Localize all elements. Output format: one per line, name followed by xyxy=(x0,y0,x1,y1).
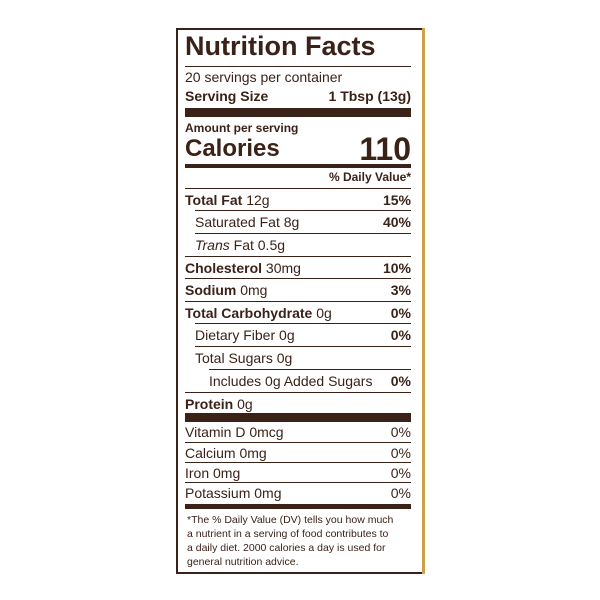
title: Nutrition Facts xyxy=(185,30,411,62)
nutrient-name: Saturated Fat xyxy=(195,214,280,230)
servings-row: 20 servings per container xyxy=(185,66,411,87)
serving-size-row: Serving Size 1 Tbsp (13g) xyxy=(185,86,411,106)
footnote-line: *The % Daily Value (DV) tells you how mu… xyxy=(187,514,394,526)
thick-rule xyxy=(185,108,411,117)
nutrient-name: Sodium xyxy=(185,282,237,298)
vitamin-dv: 0% xyxy=(390,485,411,501)
nutrient-amount: 0g xyxy=(316,305,332,321)
servings: 20 servings per container xyxy=(185,69,343,85)
vitamin-row: Vitamin D 0mcg 0% xyxy=(185,422,411,442)
nutrient-row: Total Fat 12g 15% xyxy=(185,188,411,211)
vitamin-name: Calcium xyxy=(185,445,236,461)
vitamin-row: Potassium 0mg 0% xyxy=(185,482,411,503)
nutrient-name: Total Sugars xyxy=(195,350,273,366)
nutrient-prefix: Trans xyxy=(195,237,230,253)
amount-row: Amount per serving xyxy=(185,120,411,136)
calories-row: Calories 110 xyxy=(185,131,411,167)
vitamin-name: Iron xyxy=(185,465,210,481)
nutrient-dv: 0% xyxy=(390,305,411,321)
vitamin-amount: 0mg xyxy=(213,465,241,481)
footnote-line: a nutrient in a serving of food contribu… xyxy=(187,528,389,540)
nutrient-name: Fat xyxy=(233,237,254,253)
nutrient-name: Includes 0g Added Sugars xyxy=(209,373,373,389)
vitamin-name: Potassium xyxy=(185,485,251,501)
nutrient-amount: 0g xyxy=(279,327,295,343)
nutrient-dv: 0% xyxy=(390,373,411,389)
nutrient-row: Trans Fat 0.5g xyxy=(195,233,411,256)
vitamin-dv: 0% xyxy=(390,465,411,481)
nutrient-amount: 0mg xyxy=(240,282,268,298)
nutrient-row: Saturated Fat 8g 40% xyxy=(195,210,411,233)
vitamin-row: Iron 0mg 0% xyxy=(185,462,411,483)
medium-rule xyxy=(185,164,411,168)
nutrient-name: Total Fat xyxy=(185,192,243,208)
nutrient-row: Dietary Fiber 0g 0% xyxy=(195,323,411,346)
nutrient-dv: 15% xyxy=(382,192,411,208)
nutrient-dv: 40% xyxy=(382,214,411,230)
nutrient-amount: 8g xyxy=(283,214,300,230)
nutrient-name: Total Carbohydrate xyxy=(185,305,313,321)
title-text: Nutrition Facts xyxy=(185,30,376,61)
nutrient-name: Protein xyxy=(185,396,234,412)
medium-rule xyxy=(185,504,411,509)
nutrient-amount: 30mg xyxy=(265,260,301,276)
nutrient-amount: 12g xyxy=(246,192,270,208)
serving-size-label: Serving Size xyxy=(185,88,269,104)
nutrient-dv: 3% xyxy=(390,282,411,298)
calories-label: Calories xyxy=(185,135,280,162)
nutrient-amount: 0g xyxy=(276,350,293,366)
vitamin-amount: 0mg xyxy=(254,485,282,501)
footnote-line: a daily diet. 2000 calories a day is use… xyxy=(187,542,386,554)
footnote-line: general nutrition advice. xyxy=(187,556,299,568)
nutrient-row: Includes 0g Added Sugars 0% xyxy=(209,369,411,392)
vitamin-name: Vitamin D xyxy=(185,424,246,440)
nutrient-row: Total Carbohydrate 0g 0% xyxy=(185,301,411,324)
nutrient-dv: 0% xyxy=(390,327,411,343)
amount-per-serving: Amount per serving xyxy=(185,121,299,135)
thick-rule xyxy=(185,413,411,422)
package-edge xyxy=(422,28,425,574)
nutrient-name: Dietary Fiber xyxy=(195,327,276,343)
nutrient-row: Total Sugars 0g xyxy=(195,346,411,369)
calories-value: 110 xyxy=(359,130,411,167)
serving-size-value: 1 Tbsp (13g) xyxy=(328,88,411,104)
nutrient-amount: 0g xyxy=(237,396,253,412)
nutrient-row: Protein 0g xyxy=(185,392,411,415)
nutrient-row: Sodium 0mg 3% xyxy=(185,278,411,301)
nutrient-dv: 10% xyxy=(382,260,411,276)
vitamin-row: Calcium 0mg 0% xyxy=(185,442,411,463)
vitamin-dv: 0% xyxy=(390,424,411,440)
dv-header: % Daily Value* xyxy=(328,170,411,184)
nutrient-amount: 0.5g xyxy=(257,237,286,253)
nutrient-row: Cholesterol 30mg 10% xyxy=(185,256,411,279)
vitamin-dv: 0% xyxy=(390,445,411,461)
vitamin-amount: 0mg xyxy=(239,445,267,461)
dv-header-row: % Daily Value* xyxy=(185,168,411,186)
vitamin-amount: 0mcg xyxy=(249,424,284,440)
nutrient-name: Cholesterol xyxy=(185,260,263,276)
